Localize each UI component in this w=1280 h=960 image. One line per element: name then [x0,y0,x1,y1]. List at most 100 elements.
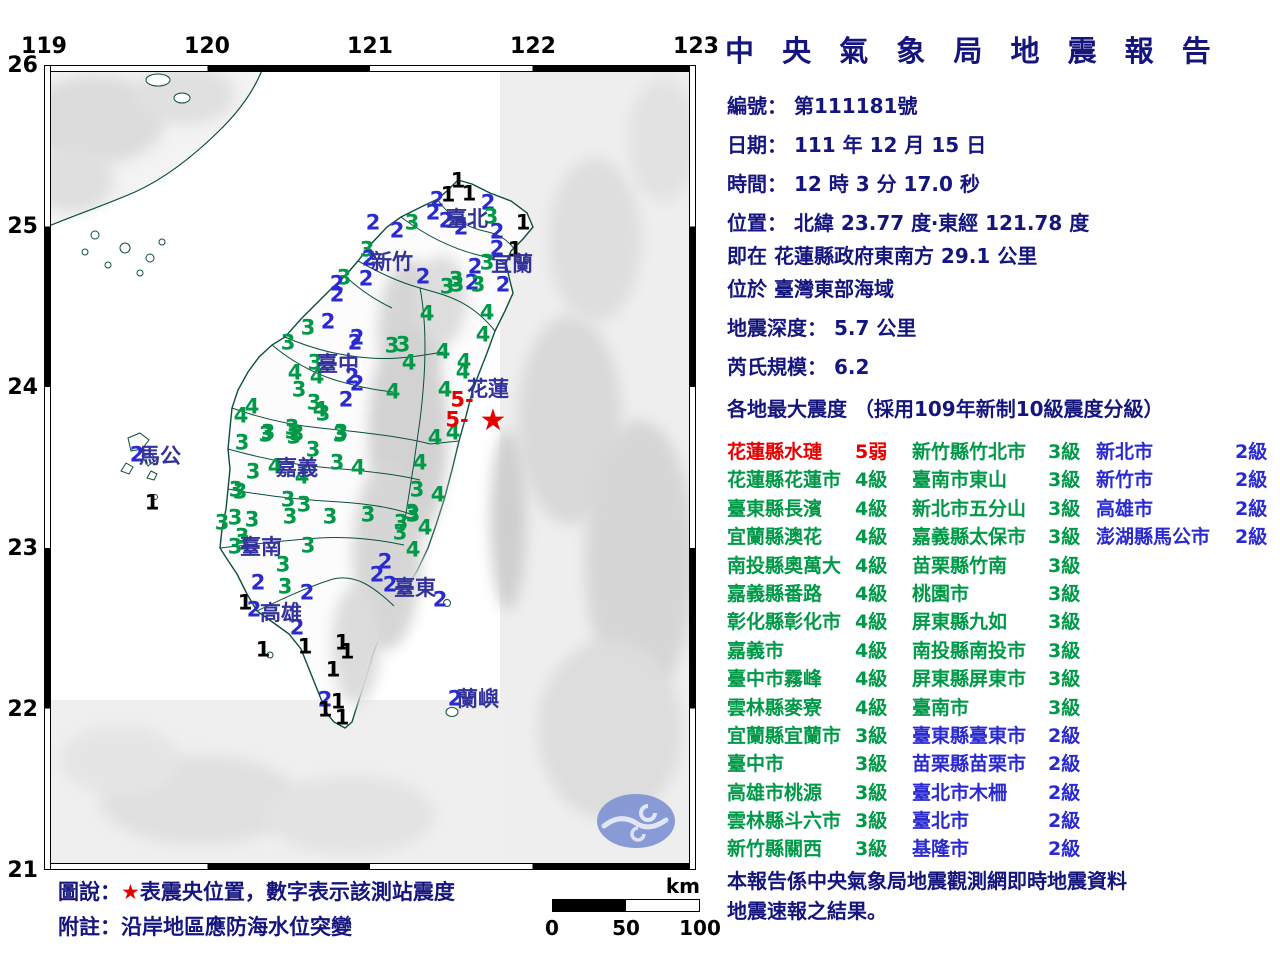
station-intensity-marker: 4 [267,454,283,479]
scalebar-tick-label: 50 [612,916,640,940]
station-intensity-marker: 4 [430,482,446,507]
station-intensity-marker: 3 [234,524,250,549]
map-scalebar [552,899,700,912]
station-intensity-marker: 3 [275,552,291,577]
intensity-level: 2級 [1235,469,1268,492]
station-intensity-marker: 5- [445,407,469,432]
station-intensity-marker: 1 [334,705,350,730]
intensity-level: 3級 [1048,611,1081,634]
station-intensity-marker: 2 [467,254,483,279]
intensity-row: 高雄市 2級 [1096,494,1276,522]
report-title: 中 央 氣 象 局 地 震 報 告 [725,34,1220,68]
intensity-column-3: 新北市 2級 新竹市 2級 高雄市 2級 澎湖縣馬公市 2級 [1096,437,1276,551]
report-footer-note: 本報告係中央氣象局地震觀測網即時地震資料 地震速報之結果。 [727,866,1127,926]
report-field: 時間： 12 時 3 分 17.0 秒 [727,172,980,196]
station-location: 臺中市霧峰 [727,668,823,691]
map-city-label: 臺東 [394,576,436,600]
report-fields: 編號： 第111181號 日期： 111 年 12 月 15 日時間： 12 時 … [727,90,1272,390]
report-field: 即在 花蓮縣政府東南方 29.1 公里 [727,244,1038,268]
intensity-row: 桃園市 3級 [912,579,1092,607]
intensity-section-title: 各地最大震度 （採用109年新制10級震度分級） [727,397,1164,421]
station-intensity-marker: 3 [336,265,352,290]
station-intensity-marker: 2 [429,187,445,212]
station-intensity-marker: 4 [437,377,453,402]
map-city-label: 臺南 [240,535,282,559]
station-location: 嘉義市 [727,639,785,662]
map-frame-top [44,65,696,72]
station-location: 桃園市 [912,582,970,605]
intensity-row: 基隆市 2級 [912,834,1092,862]
intensity-level: 3級 [1048,696,1081,719]
station-intensity-marker: 2 [382,572,398,597]
station-location: 臺東縣長濱 [727,497,823,520]
station-location: 彰化縣彰化市 [727,611,842,634]
scalebar-tick-label: 0 [545,916,559,940]
station-location: 高雄市桃源 [727,781,823,804]
intensity-row: 新竹市 2級 [1096,465,1276,493]
longitude-axis-label: 120 [184,34,230,59]
station-intensity-marker: 1 [325,657,341,682]
station-intensity-marker: 1 [507,237,523,262]
station-intensity-marker: 3 [227,505,243,530]
latitude-axis-label: 22 [7,697,38,722]
station-intensity-marker: 3 [260,420,276,445]
report-field: 編號： 第111181號 [727,94,918,118]
station-intensity-marker: 3 [282,504,298,529]
station-intensity-marker: 4 [244,394,260,419]
station-intensity-marker: 3 [244,507,260,532]
station-intensity-marker: 1 [330,689,346,714]
station-intensity-marker: 3 [393,510,409,535]
station-intensity-marker: 2 [361,246,377,271]
station-intensity-marker: 2 [329,282,345,307]
intensity-level: 2級 [1235,441,1268,463]
station-intensity-marker: 2 [464,270,480,295]
intensity-row: 澎湖縣馬公市 2級 [1096,522,1276,550]
footer-line-1: 本報告係中央氣象局地震觀測網即時地震資料 [727,869,1127,893]
intensity-level: 3級 [1048,668,1081,691]
station-intensity-marker: 4 [479,300,495,325]
station-intensity-marker: 2 [317,687,333,712]
intensity-row: 宜蘭縣宜蘭市 3級 [727,721,910,749]
station-intensity-marker: 3 [296,492,312,517]
earthquake-report-panel: 中 央 氣 象 局 地 震 報 告 編號： 第111181號 日期： 111 年 … [710,0,1280,960]
station-intensity-marker: 3 [483,204,499,229]
station-location: 高雄市 [1096,497,1154,520]
intensity-level: 2級 [1235,526,1268,549]
station-intensity-marker: 3 [404,210,420,235]
station-intensity-marker: 2 [489,219,505,244]
station-intensity-marker: 3 [470,272,486,297]
intensity-level: 4級 [855,696,888,719]
station-intensity-marker: 4 [417,515,433,540]
station-intensity-marker: 2 [453,215,469,240]
station-location: 苗栗縣竹南 [912,554,1008,577]
station-intensity-marker: 2 [358,266,374,291]
county-borders [219,199,516,612]
station-intensity-marker: 4 [309,364,325,389]
station-intensity-marker: 2 [480,190,496,215]
station-intensity-marker: 1 [255,637,271,662]
intensity-column-1: 花蓮縣水璉 5弱 花蓮縣花蓮市 4級 臺東縣長濱 4級 宜蘭縣澳花 4級 南投縣奧萬大 4級 嘉義縣… [727,437,910,863]
station-intensity-marker: 2 [320,309,336,334]
station-intensity-marker: 1 [515,210,531,235]
intensity-row: 臺中市 3級 [727,749,910,777]
intensity-row: 臺東縣長濱 4級 [727,494,910,522]
station-location: 臺中市 [727,753,785,776]
intensity-row: 高雄市桃源 3級 [727,778,910,806]
intensity-level: 2級 [1048,753,1081,776]
legend-epicenter-line: 圖說：★表震央位置，數字表示該測站震度 [58,880,455,904]
station-intensity-marker: 3 [384,333,400,358]
station-intensity-marker: 3 [300,315,316,340]
intensity-row: 屏東縣屏東市 3級 [912,664,1092,692]
station-intensity-marker: 2 [447,686,463,711]
station-location: 新北市 [1096,441,1154,463]
station-intensity-marker: 2 [438,208,454,233]
station-intensity-marker: 2 [246,597,262,622]
offshore-islands [120,432,459,717]
intensity-level: 2級 [1048,724,1081,747]
station-location: 臺北市 [912,810,970,833]
taiwan-map [44,65,696,870]
station-intensity-marker: 4 [287,360,303,385]
station-location: 苗栗縣苗栗市 [912,753,1027,776]
station-location: 雲林縣斗六市 [727,810,842,833]
station-intensity-marker: 4 [350,455,366,480]
